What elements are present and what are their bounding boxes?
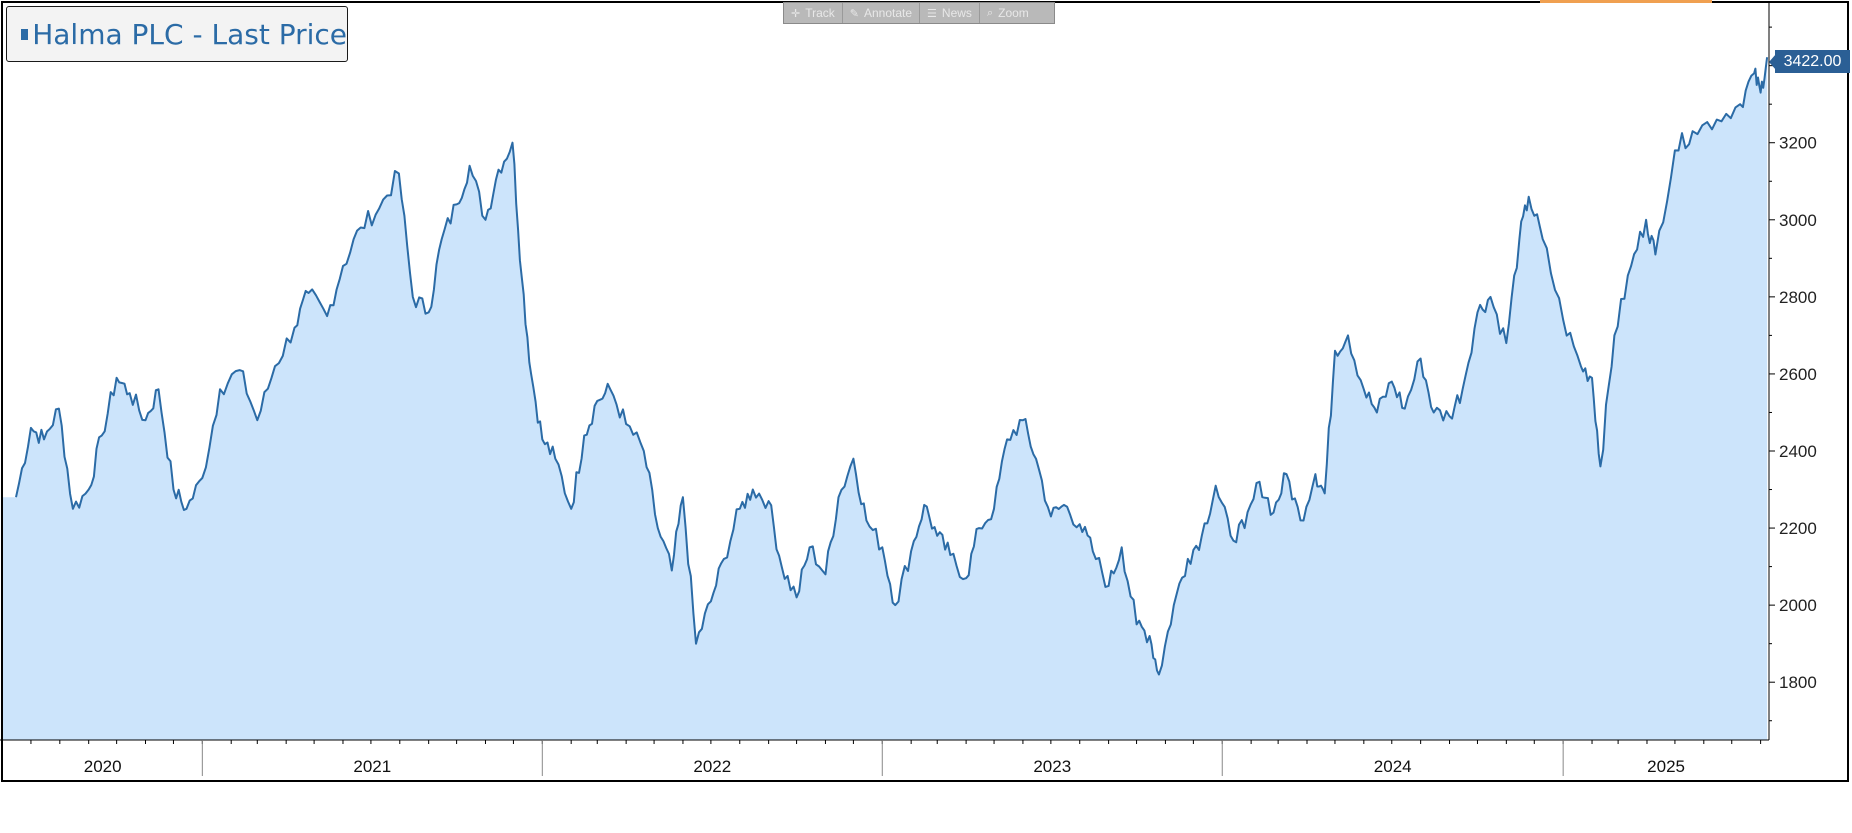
track-button[interactable]: ✛ Track bbox=[784, 3, 843, 23]
crosshair-icon: ✛ bbox=[791, 7, 801, 20]
x-year-label: 2020 bbox=[84, 757, 122, 776]
legend-swatch bbox=[21, 28, 29, 40]
x-year-label: 2024 bbox=[1374, 757, 1412, 776]
magnifier-icon: ⌕ bbox=[986, 6, 994, 19]
y-tick-label: 2200 bbox=[1779, 519, 1817, 538]
y-tick-label: 3200 bbox=[1779, 134, 1817, 153]
last-price-badge: 3422.00 bbox=[1775, 50, 1850, 73]
price-line bbox=[15, 57, 1769, 676]
zoom-label: Zoom bbox=[998, 6, 1029, 20]
accent-marker bbox=[1540, 0, 1712, 3]
news-label: News bbox=[941, 6, 972, 20]
price-area bbox=[3, 57, 1768, 740]
y-tick-label: 2600 bbox=[1779, 365, 1817, 384]
y-tick-label: 2000 bbox=[1779, 596, 1817, 615]
annotate-button[interactable]: ✎ Annotate bbox=[843, 3, 921, 23]
x-year-label: 2022 bbox=[693, 757, 731, 776]
news-icon: ☰ bbox=[927, 7, 937, 20]
pencil-icon: ✎ bbox=[849, 7, 859, 20]
y-tick-label: 2400 bbox=[1779, 442, 1817, 461]
legend[interactable]: Halma PLC - Last Price bbox=[6, 6, 348, 62]
x-year-label: 2025 bbox=[1647, 757, 1685, 776]
y-tick-label: 3000 bbox=[1779, 211, 1817, 230]
y-tick-label: 2800 bbox=[1779, 288, 1817, 307]
legend-label: Halma PLC - Last Price bbox=[32, 17, 347, 51]
y-tick-label: 1800 bbox=[1779, 673, 1817, 692]
track-label: Track bbox=[805, 6, 835, 20]
news-button[interactable]: ☰ News bbox=[920, 3, 980, 23]
zoom-button[interactable]: ⌕ Zoom bbox=[980, 3, 1036, 23]
chart-toolbar: ✛ Track ✎ Annotate ☰ News ⌕ Zoom bbox=[783, 2, 1055, 24]
annotate-label: Annotate bbox=[864, 6, 913, 20]
x-year-label: 2023 bbox=[1033, 757, 1071, 776]
last-price-pointer bbox=[1769, 54, 1776, 70]
x-year-label: 2021 bbox=[353, 757, 391, 776]
